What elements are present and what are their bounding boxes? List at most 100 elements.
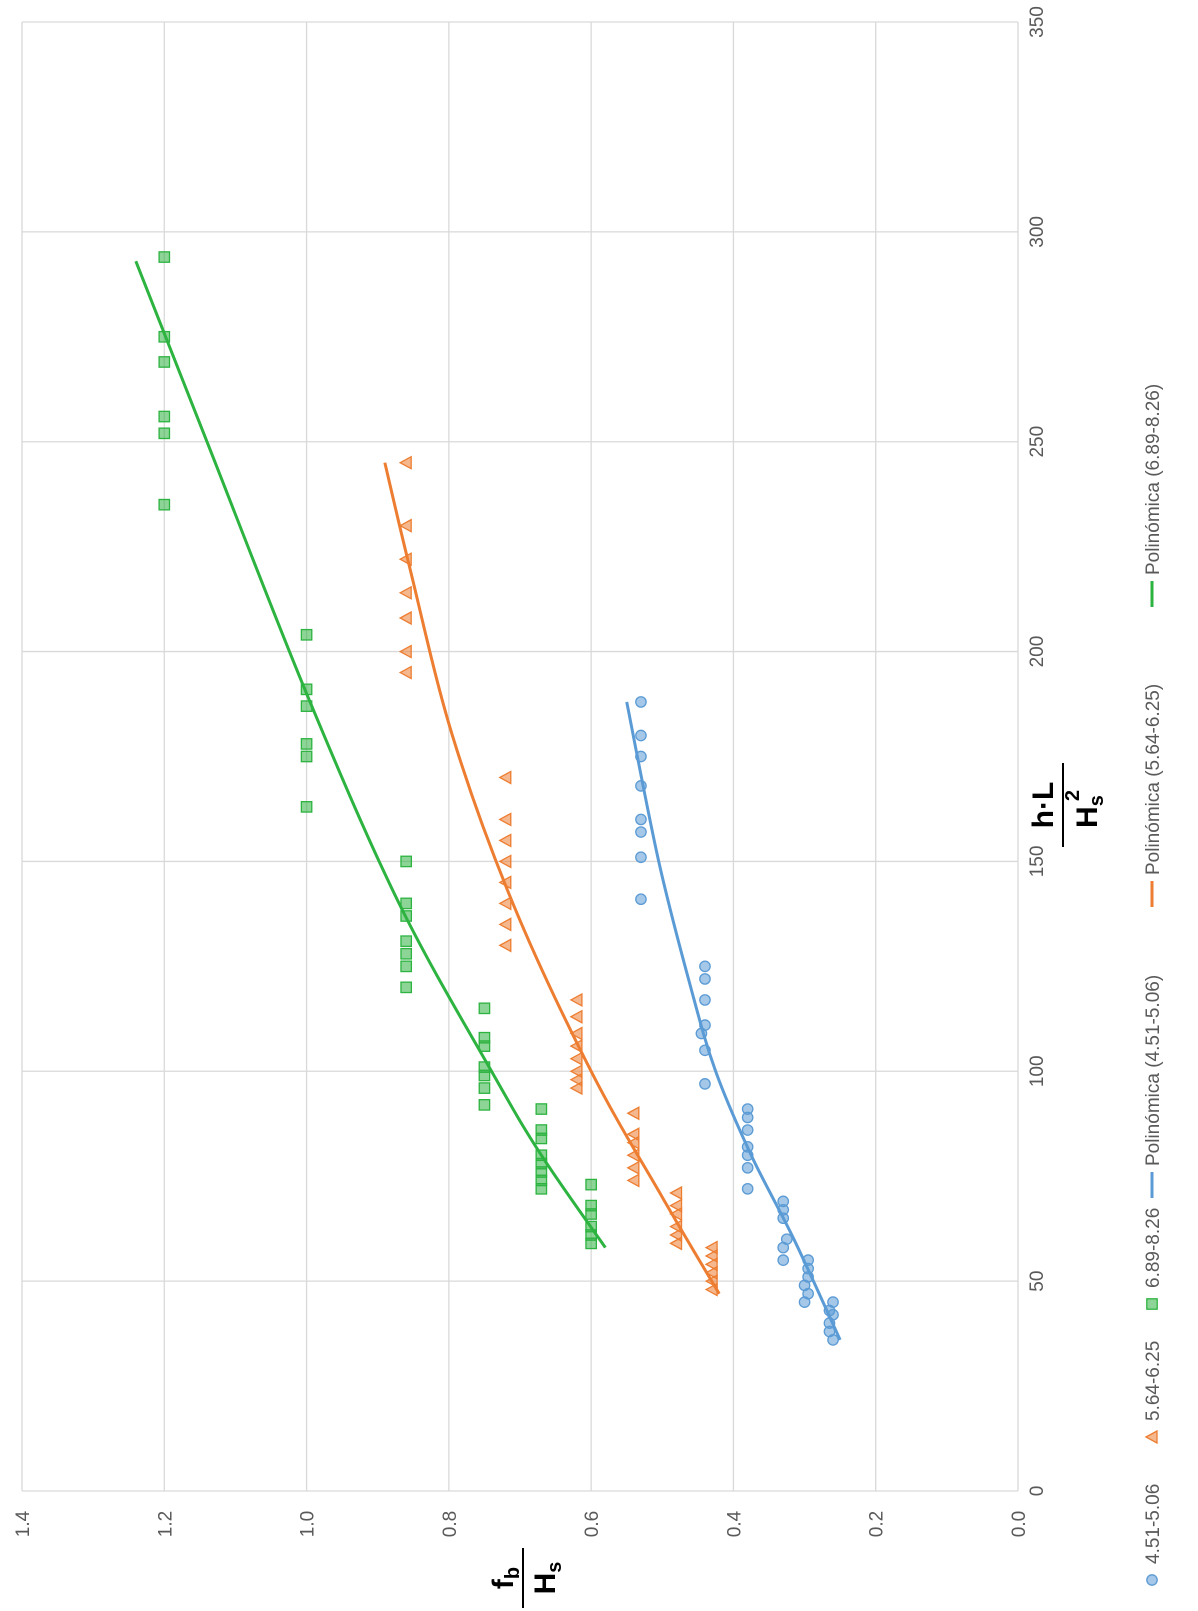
series-1-point: [777, 1195, 790, 1208]
legend-label-4: Polinómica (4.51-5.06): [1143, 975, 1164, 1166]
series-1-point: [635, 826, 647, 838]
series-2-point: [569, 992, 583, 1008]
series-3-point: [400, 960, 413, 973]
series-3-point: [158, 356, 171, 368]
series-3-point: [400, 947, 413, 960]
series-2-point: [398, 585, 412, 600]
x-tick-label: 350: [1027, 6, 1048, 38]
legend-marker-2: [1144, 1429, 1158, 1445]
series-3-point: [535, 1124, 548, 1136]
y-tick-label: 0.2: [867, 1511, 888, 1537]
trendlines: [134, 260, 842, 1341]
series-2-point: [498, 896, 512, 911]
series-2-point: [398, 665, 412, 680]
x-axis-title-den-sup: 2: [1062, 790, 1084, 801]
y-axis-title-numerator: fb: [487, 1567, 524, 1589]
legend-label-5: Polinómica (5.64-6.25): [1143, 684, 1164, 875]
series-2-point: [669, 1206, 683, 1222]
x-axis-title: h·L Hs2: [1027, 763, 1108, 847]
series-3-point: [158, 427, 171, 440]
series-1-point: [741, 1103, 754, 1115]
series-1-point: [741, 1182, 754, 1195]
series-3-point: [400, 897, 413, 910]
series-2-point: [669, 1227, 683, 1243]
series-3-point: [478, 1082, 491, 1094]
series-2-point: [569, 1051, 583, 1066]
series-3-point: [300, 628, 313, 641]
trendline-3: [134, 260, 607, 1249]
series-2-point: [626, 1160, 640, 1175]
series-1-point: [635, 813, 647, 826]
series-2-point: [626, 1106, 640, 1121]
series-2-point: [704, 1282, 718, 1297]
legend-label-1: 4.51-5.06: [1143, 1484, 1164, 1564]
series-3-point: [158, 498, 171, 511]
series-2-point: [704, 1257, 718, 1272]
series-3-point: [585, 1178, 597, 1191]
series-2-point: [569, 1072, 583, 1087]
series-2-point: [669, 1185, 683, 1201]
y-axis-title-num-base: f: [487, 1578, 520, 1589]
series-2-point: [569, 1064, 583, 1079]
x-axis-title-denominator: Hs2: [1062, 790, 1108, 828]
y-axis-title-den-sub: s: [544, 1562, 566, 1573]
y-tick-label: 1.4: [13, 1510, 34, 1537]
series-3-point: [478, 1099, 491, 1111]
series-3-point: [158, 410, 171, 423]
series-1-point: [635, 893, 647, 906]
series-2-point: [626, 1173, 640, 1188]
series-2-point: [626, 1148, 640, 1163]
tick-labels: 0 50 100 150 200 250 300 350 0.0 0.2 0.4 0.6 0.8 1.0 1…: [13, 6, 1048, 1537]
grid-lines: [21, 21, 1019, 1492]
series-1-point: [699, 994, 711, 1006]
series-3-point: [478, 1002, 491, 1015]
trendline-1: [625, 701, 842, 1341]
series-3-point: [478, 1031, 491, 1044]
series-2-point: [498, 917, 512, 932]
legend: 4.51-5.06 5.64-6.25 6.89-8.26 Polinómica (4…: [1143, 384, 1164, 1586]
series-3-point: [400, 935, 413, 948]
x-axis-title-den-sub: s: [1086, 795, 1108, 806]
series-1-point: [699, 973, 711, 985]
y-axis-title-den-base: H: [529, 1573, 562, 1595]
series-2-point: [498, 854, 512, 869]
series-1-point: [741, 1161, 754, 1174]
y-tick-label: 0.6: [582, 1511, 603, 1537]
x-tick-label: 200: [1027, 636, 1048, 668]
legend-label-3: 6.89-8.26: [1143, 1208, 1164, 1288]
series-2-point: [704, 1274, 718, 1289]
series-2-point: [569, 1009, 583, 1024]
series-3-point: [300, 750, 313, 763]
series-1-point: [741, 1140, 754, 1153]
series-1-point: [699, 1044, 711, 1057]
x-axis-title-den-base: H: [1071, 806, 1104, 828]
series-2-point: [398, 518, 412, 533]
x-tick-label: 300: [1027, 216, 1048, 248]
series-2-point: [498, 938, 512, 953]
series-1-point: [741, 1124, 754, 1136]
series-2-point: [669, 1219, 683, 1234]
series-3-point: [300, 700, 313, 712]
series-2-point: [626, 1127, 640, 1142]
series-2-point: [626, 1135, 640, 1150]
series-3-point: [300, 738, 313, 750]
series-2-point: [569, 1026, 583, 1041]
series-3-point: [400, 910, 413, 922]
series-2-point: [704, 1265, 718, 1280]
series-2-point: [498, 770, 512, 785]
series-1-point: [635, 851, 647, 864]
x-tick-label: 250: [1027, 426, 1048, 458]
y-tick-label: 1.2: [155, 1511, 176, 1537]
series-2-point: [669, 1198, 683, 1213]
y-tick-label: 0.0: [1009, 1511, 1030, 1537]
series-1-point: [780, 1233, 793, 1246]
legend-marker-3: [1146, 1298, 1158, 1310]
series-2-point: [498, 833, 512, 848]
series-2-point: [398, 610, 412, 626]
series-1-point: [635, 780, 647, 792]
series-3-point: [400, 855, 413, 868]
legend-marker-1: [1146, 1574, 1158, 1586]
series-3-point: [535, 1149, 548, 1162]
trendline-2: [383, 462, 721, 1295]
